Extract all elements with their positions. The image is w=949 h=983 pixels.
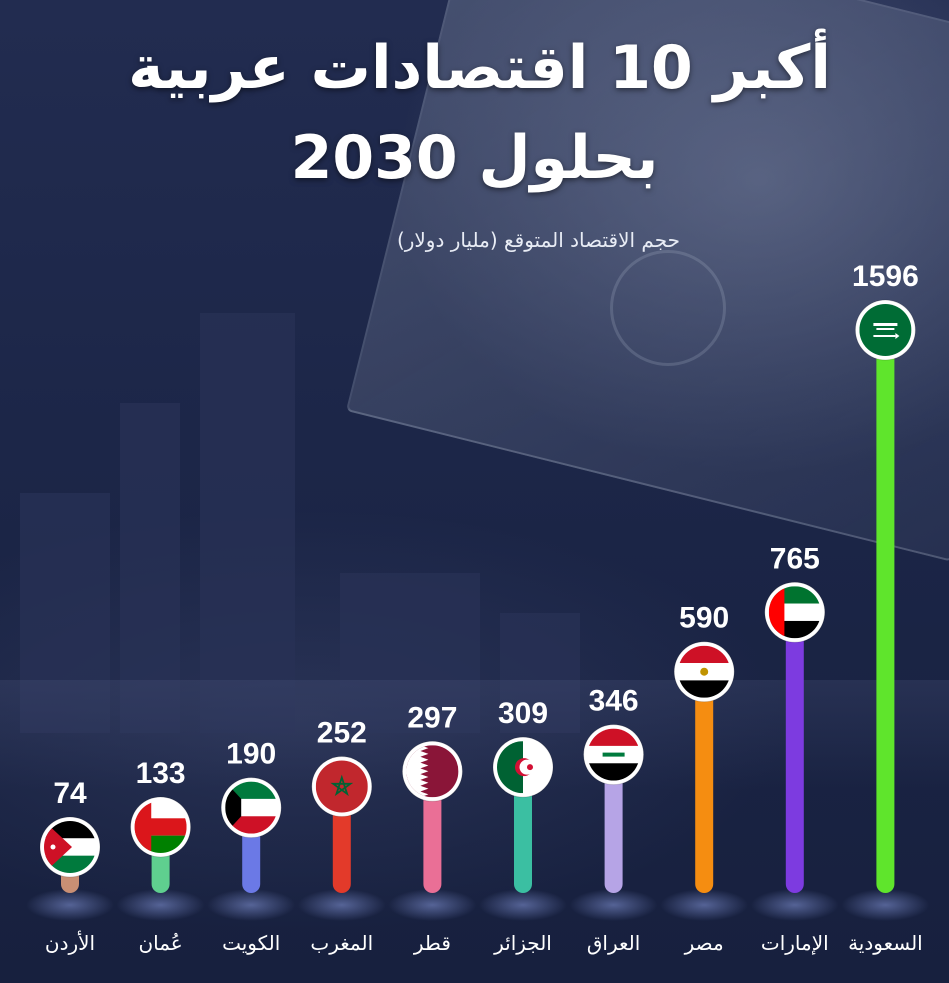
bar <box>242 827 261 893</box>
bar-base-glow <box>388 889 477 921</box>
bar <box>423 791 442 893</box>
tick-label: المغرب <box>310 931 373 955</box>
egypt-flag-icon <box>678 645 731 698</box>
bill-seal-decoration <box>610 250 726 366</box>
bar-group: 190 الكويت <box>207 738 296 955</box>
tick-label: الكويت <box>222 931 280 955</box>
city-building <box>20 493 110 733</box>
data-label: 346 <box>589 685 639 718</box>
jordan-flag-icon <box>44 821 96 873</box>
kuwait-flag-icon <box>225 781 278 834</box>
bar-base-glow <box>207 889 296 921</box>
qatar-flag-icon <box>406 745 459 798</box>
chart-title-line2: بحلول 2030 <box>290 123 659 193</box>
data-label: 309 <box>498 697 548 730</box>
bar-group: 1596 السعودية <box>841 260 930 955</box>
data-label: 133 <box>136 757 186 790</box>
bar-base-glow <box>479 889 567 921</box>
bar-group: 133 عُمان <box>116 757 205 955</box>
bar-group: 74 الأردن <box>26 777 114 955</box>
bar <box>604 774 623 893</box>
bar-group: 297 قطر <box>388 701 477 955</box>
chart-subtitle: حجم الاقتصاد المتوقع (مليار دولار) <box>396 228 680 252</box>
oman-flag-icon <box>134 800 187 853</box>
data-label: 765 <box>770 542 820 575</box>
bar-base-glow <box>660 889 749 921</box>
data-label: 297 <box>407 701 457 734</box>
data-label: 252 <box>317 717 367 750</box>
data-label: 74 <box>53 777 87 810</box>
tick-label: الأردن <box>45 931 95 955</box>
iraq-flag-icon <box>587 728 640 781</box>
bar-base-glow <box>569 889 658 921</box>
tick-label: العراق <box>587 931 640 955</box>
data-label: 190 <box>226 738 276 771</box>
bar-group: 590 مصر <box>660 602 749 955</box>
data-label: 590 <box>679 602 729 635</box>
bar-group: 252 المغرب <box>297 717 386 955</box>
bar-base-glow <box>116 889 205 921</box>
city-building <box>200 313 295 733</box>
saudi-flag-icon <box>859 304 912 356</box>
bar-group: 309 الجزائر <box>479 697 567 955</box>
bar-base-glow <box>841 889 930 921</box>
bar-base-glow <box>26 889 114 921</box>
bar <box>876 350 895 893</box>
bar-base-glow <box>750 889 839 921</box>
algeria-flag-icon <box>497 741 549 794</box>
bar <box>151 846 170 893</box>
data-label: 1596 <box>852 260 919 293</box>
city-building <box>340 573 480 733</box>
tick-label: السعودية <box>848 931 923 955</box>
bar-group: 765 الإمارات <box>750 542 839 955</box>
uae-flag-icon <box>768 586 821 639</box>
bar <box>785 632 804 893</box>
bar <box>332 806 351 893</box>
bar <box>514 787 532 893</box>
bar-base-glow <box>297 889 386 921</box>
tick-label: الجزائر <box>493 931 552 955</box>
city-building <box>120 403 180 733</box>
morocco-flag-icon <box>315 760 368 813</box>
bar <box>695 691 714 893</box>
city-building <box>500 613 580 733</box>
tick-label: عُمان <box>138 931 182 955</box>
tick-label: مصر <box>684 931 724 955</box>
tick-label: الإمارات <box>761 931 829 955</box>
tick-label: قطر <box>413 931 451 955</box>
bar-group: 346 العراق <box>569 685 658 955</box>
chart-title-line1: أكبر 10 اقتصادات عربية <box>128 33 831 103</box>
